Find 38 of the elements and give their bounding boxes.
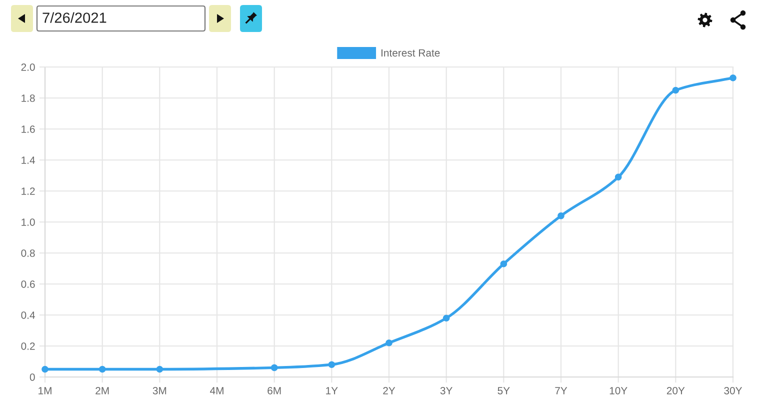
x-tick-label: 1Y <box>326 387 338 394</box>
x-tick-label: 7Y <box>555 387 568 394</box>
y-tick-label: 0.4 <box>21 312 35 319</box>
x-tick-label: 2M <box>96 386 109 394</box>
y-tick-label: 0.8 <box>21 250 35 257</box>
x-tick-label: 10Y <box>610 386 628 394</box>
y-tick-label: 2.0 <box>21 64 35 71</box>
x-tick-label: 20Y <box>666 386 685 394</box>
x-tick-label: 3Y <box>440 386 452 394</box>
point <box>156 366 164 373</box>
point <box>672 86 680 94</box>
legend-label: Interest Rate <box>382 49 440 57</box>
y-tick-label: 1.8 <box>22 94 35 102</box>
point <box>98 366 106 373</box>
point <box>558 212 564 220</box>
point <box>442 314 450 322</box>
x-tick-label: 2Y <box>383 386 396 394</box>
y-tick-label: 0.2 <box>21 342 35 350</box>
x-tick-label: 4M <box>210 387 224 394</box>
x-tick-label: 6M <box>268 386 281 394</box>
text: 7/26/2021 <box>42 12 106 23</box>
x-tick-label: 30Y <box>724 386 742 394</box>
point <box>730 74 736 82</box>
x-tick-label: 5Y <box>498 387 510 394</box>
y-tick-label: 1.0 <box>22 218 35 226</box>
y-tick-label: 1.4 <box>22 156 35 164</box>
x-tick-label: 3M <box>152 386 166 394</box>
point <box>42 366 48 373</box>
point <box>270 364 278 372</box>
y-tick-label: 1.2 <box>22 188 35 195</box>
y-tick-label: 0 <box>30 374 35 381</box>
point <box>386 340 392 346</box>
point <box>328 361 336 368</box>
y-tick-label: 1.6 <box>22 126 35 133</box>
point <box>500 260 508 268</box>
point <box>614 174 622 180</box>
x-tick-label: 1M <box>38 387 52 394</box>
y-tick-label: 0.6 <box>21 280 35 288</box>
